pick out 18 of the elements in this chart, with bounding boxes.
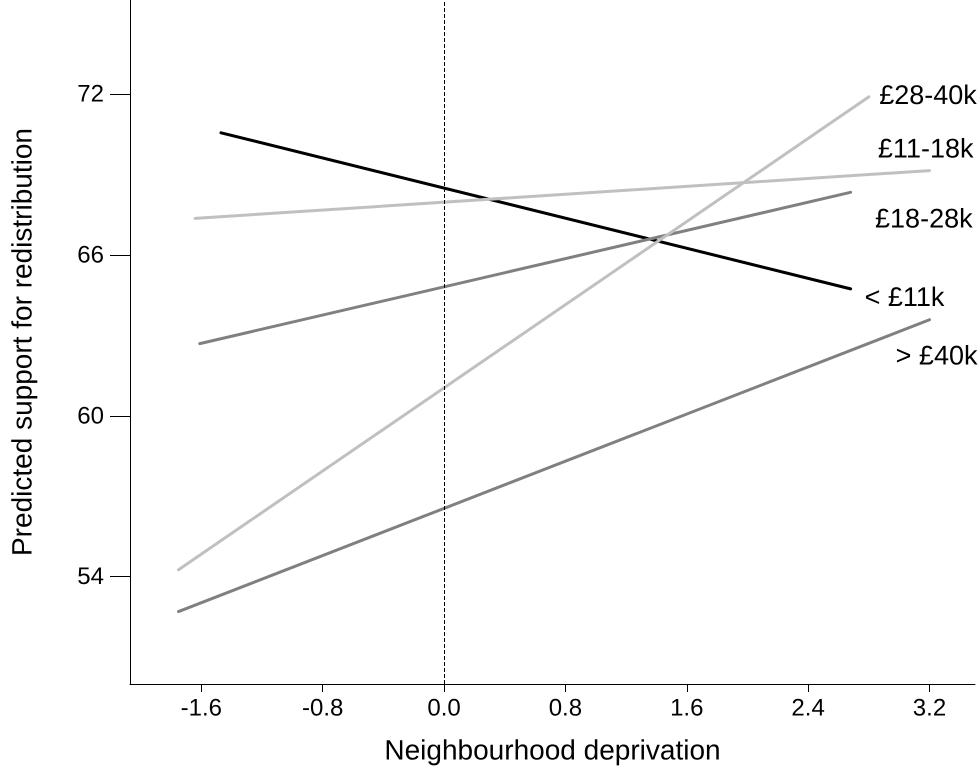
x-tick-label: 3.2 [912,694,946,722]
x-tick-label: 0.8 [548,694,582,722]
series-label: £28-40k [879,80,978,110]
series-label: < £11k [864,282,945,312]
series-label: > £40k [896,340,978,371]
x-tick-label: 2.4 [791,694,825,722]
x-tick-label: 1.6 [670,694,704,722]
x-axis-title: Neighbourhood deprivation [384,734,721,766]
x-tick-label: 0.0 [427,694,461,722]
series-label: £11-18k [878,134,974,164]
y-axis-title: Predicted support for redistribution [6,128,38,556]
x-tick-label: -0.8 [302,694,344,722]
y-tick-label: 66 [77,241,104,268]
y-tick-label: 60 [77,402,104,430]
y-tick-label: 72 [77,80,104,108]
series-label: £18-28k [875,203,974,234]
y-tick-label: 54 [77,563,104,590]
x-tick-label: -1.6 [180,694,222,722]
